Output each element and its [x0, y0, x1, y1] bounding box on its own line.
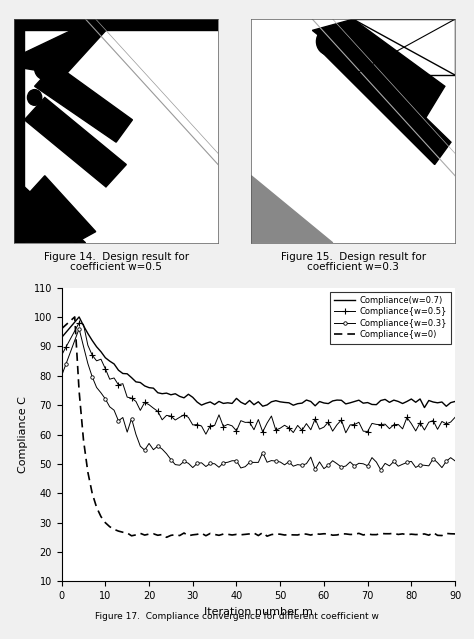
Text: coefficient w=0.5: coefficient w=0.5 — [70, 262, 162, 272]
Polygon shape — [251, 176, 333, 243]
Polygon shape — [25, 176, 96, 243]
Legend: Compliance(w=0.7), Compliance{w=0.5}, Compliance{w=0.3}, Compliance{w=0): Compliance(w=0.7), Compliance{w=0.5}, Co… — [330, 292, 451, 344]
Polygon shape — [14, 19, 25, 243]
Text: Figure 14.  Design result for: Figure 14. Design result for — [44, 252, 189, 263]
Circle shape — [35, 58, 55, 80]
Text: Figure 15.  Design result for: Figure 15. Design result for — [281, 252, 426, 263]
X-axis label: Iteration number m: Iteration number m — [204, 607, 313, 617]
Polygon shape — [25, 24, 106, 75]
Y-axis label: Compliance C: Compliance C — [18, 396, 28, 473]
Circle shape — [27, 89, 42, 105]
Polygon shape — [353, 19, 455, 75]
Text: coefficient w=0.3: coefficient w=0.3 — [307, 262, 399, 272]
Text: Figure 17.  Compliance convergence for different coefficient w: Figure 17. Compliance convergence for di… — [95, 612, 379, 621]
Polygon shape — [312, 19, 445, 120]
Polygon shape — [35, 64, 132, 142]
Polygon shape — [322, 37, 451, 165]
Polygon shape — [14, 19, 218, 31]
Bar — [353, 19, 455, 75]
Polygon shape — [25, 97, 126, 187]
Polygon shape — [25, 187, 85, 243]
Circle shape — [317, 28, 341, 55]
